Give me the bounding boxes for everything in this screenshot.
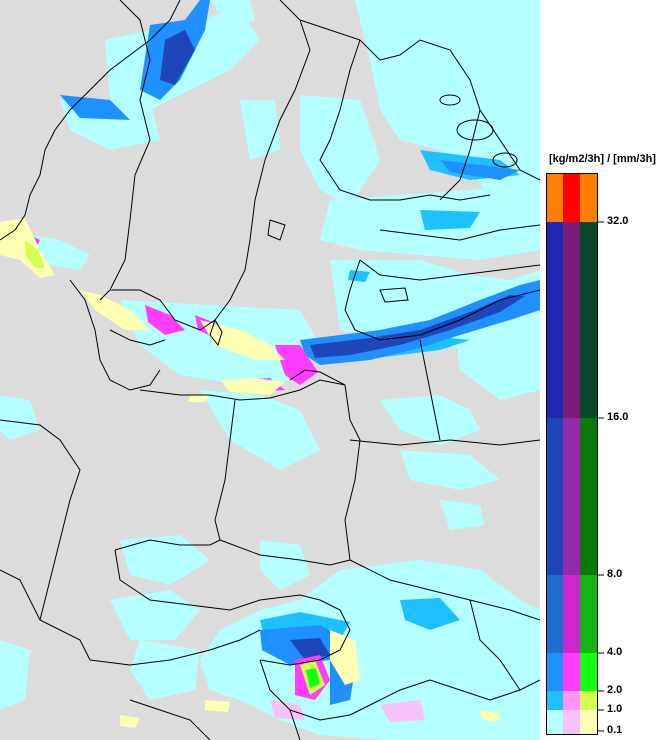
legend-swatch-snow-8.0 [580,418,597,575]
legend-tick-8.0: 8.0 [607,568,623,580]
legend-swatch-snow-4.0 [580,575,597,653]
legend-swatch-mixed-1.0 [563,691,580,710]
legend-swatch-snow-32.0 [580,173,597,222]
legend-outline [546,173,598,735]
precip-fields [0,0,540,740]
legend-swatch-mixed-0.1 [563,710,580,735]
legend-swatch-rain-4.0 [546,575,563,653]
legend-tick-4.0: 4.0 [607,646,623,658]
legend-swatch-snow-1.0 [580,691,597,710]
legend-tick-2.0: 2.0 [607,684,623,696]
map-canvas [0,0,540,740]
legend-swatch-mixed-2.0 [563,653,580,691]
legend-swatch-snow-16.0 [580,222,597,418]
legend-swatch-snow-0.1 [580,710,597,735]
legend-swatch-rain-32.0 [546,173,563,222]
legend-swatch-rain-2.0 [546,653,563,691]
legend-swatch-rain-8.0 [546,418,563,575]
legend-tick-1.0: 1.0 [607,703,623,715]
legend-tick-16.0: 16.0 [607,411,629,423]
lakes [209,94,518,347]
legend-swatch-mixed-16.0 [563,222,580,418]
legend-tick-32.0: 32.0 [607,215,629,227]
legend-swatch-rain-16.0 [546,222,563,418]
legend-color-bar [546,173,604,735]
legend-panel: [kg/m2/3h] / [mm/3h] 32.0 16.0 8.0 4.0 2.0 1.… [540,0,669,740]
country-borders [0,0,540,740]
legend-swatch-mixed-32.0 [563,173,580,222]
legend-tick-0.1: 0.1 [607,724,623,736]
precipitation-map [0,0,540,740]
legend-swatch-mixed-8.0 [563,418,580,575]
legend-swatch-snow-2.0 [580,653,597,691]
legend-swatch-rain-1.0 [546,691,563,710]
legend-swatch-rain-0.1 [546,710,563,735]
legend-unit-label: [kg/m2/3h] / [mm/3h] [549,153,656,165]
legend-swatch-mixed-4.0 [563,575,580,653]
